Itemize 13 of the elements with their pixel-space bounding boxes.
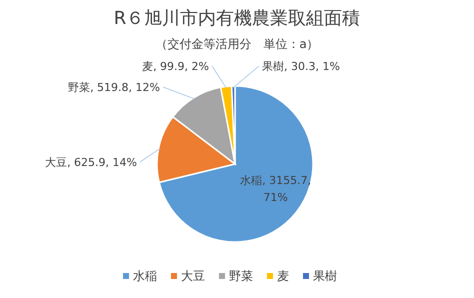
data-label: 野菜, 519.8, 12% — [68, 81, 160, 94]
data-label: 果樹, 30.3, 1% — [262, 60, 340, 73]
data-label: 大豆, 625.9, 14% — [45, 156, 137, 169]
legend-label: 野菜 — [229, 269, 253, 283]
data-label: 水稲, 3155.7, 71% — [240, 174, 312, 204]
pie-slice — [158, 85, 314, 243]
legend-label: 麦 — [277, 269, 289, 283]
chart-title: R６旭川市内有機農業取組面積 — [114, 8, 360, 29]
legend-label: 大豆 — [181, 269, 205, 283]
chart-subtitle: （交付金等活用分 単位：a） — [155, 37, 319, 51]
legend-label: 果樹 — [313, 269, 337, 283]
data-label: 麦, 99.9, 2% — [142, 60, 209, 73]
legend-label: 水稲 — [133, 269, 157, 283]
